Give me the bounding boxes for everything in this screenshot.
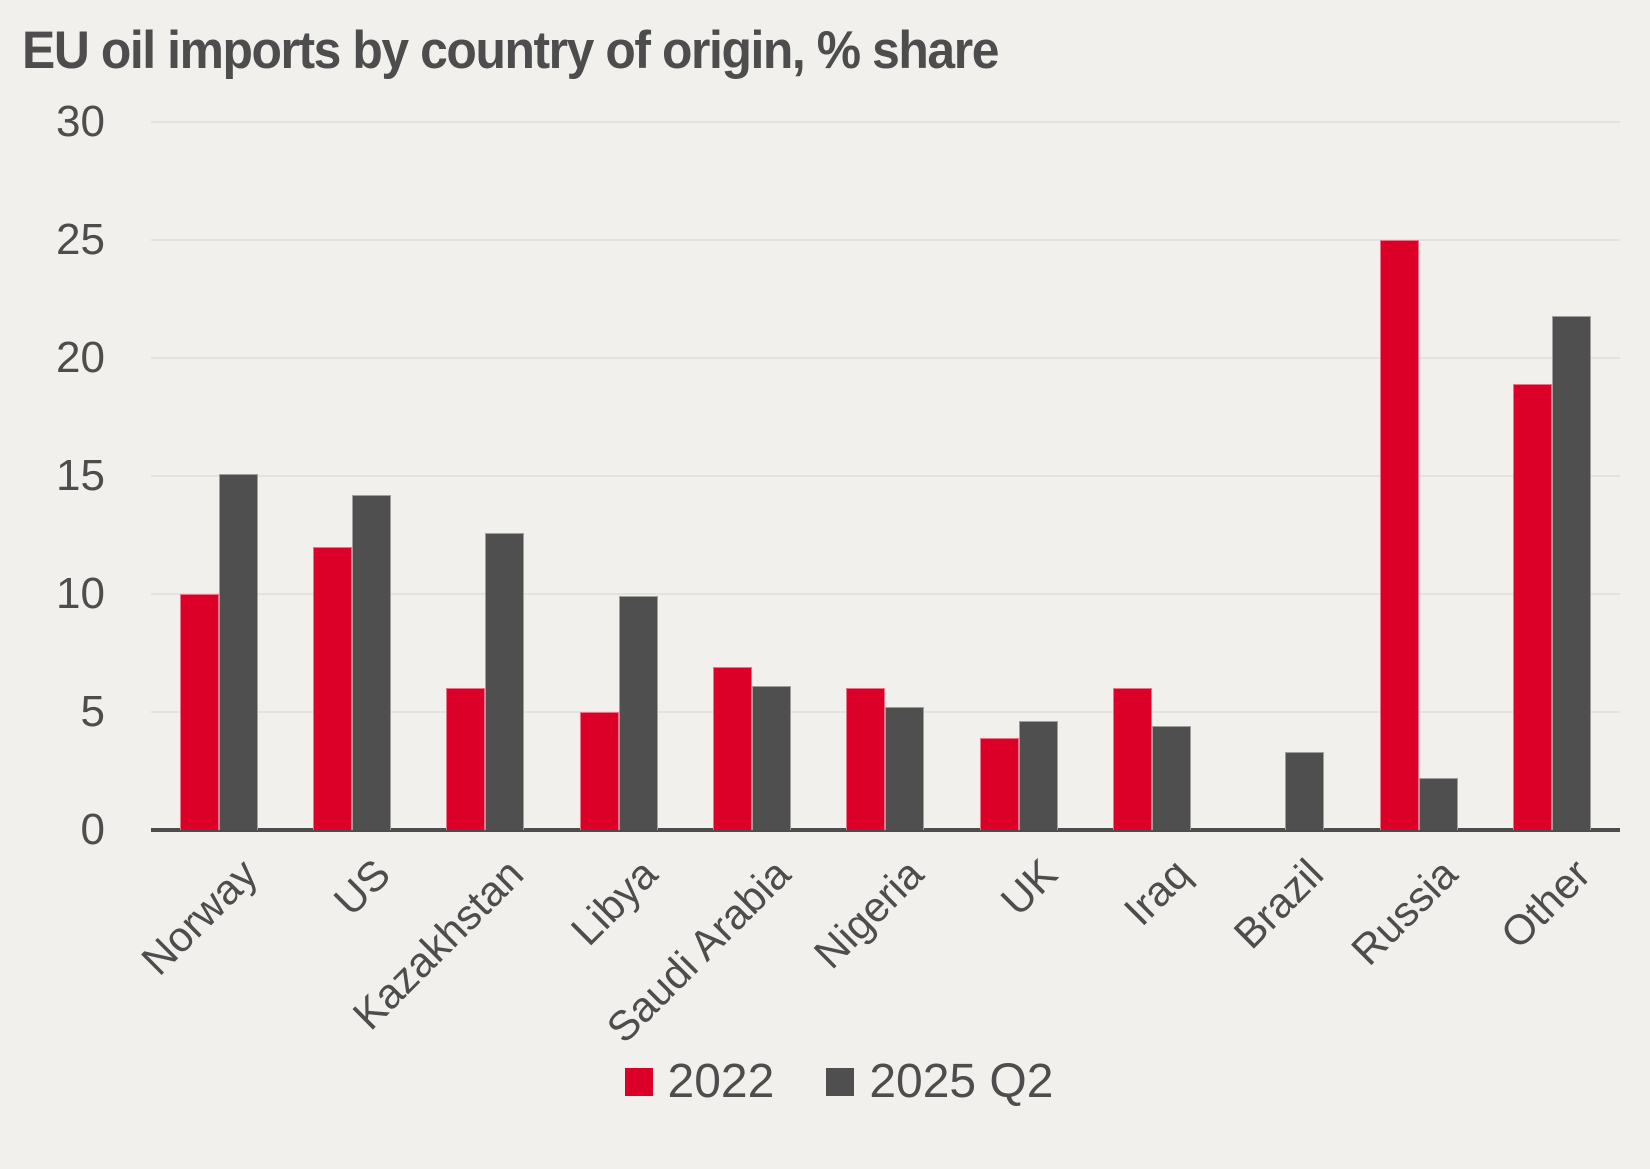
x-label-nigeria: Nigeria [805, 849, 933, 978]
bar-2022-other [1513, 383, 1552, 830]
bar-2022-norway [179, 594, 219, 830]
bar-2025-q2-norway [218, 473, 258, 830]
x-label-brazil: Brazil [1224, 849, 1333, 958]
gridline-10 [151, 593, 1620, 595]
y-tick-label-10: 10 [56, 569, 105, 618]
x-label-other: Other [1491, 849, 1600, 958]
x-axis-line [151, 828, 1620, 832]
x-label-us: US [324, 849, 399, 925]
x-label-libya: Libya [561, 849, 666, 955]
bar-2022-libya [579, 712, 619, 830]
bar-2025-q2-nigeria [885, 707, 925, 830]
legend-swatch-2025-q2 [826, 1068, 855, 1096]
legend-swatch-2022 [624, 1068, 653, 1096]
bar-2025-q2-iraq [1151, 726, 1191, 830]
legend: 2022 2025 Q2 [0, 1058, 1650, 1106]
gridline-30 [151, 121, 1620, 123]
y-tick-label-0: 0 [80, 805, 105, 854]
bar-2025-q2-other [1552, 315, 1591, 830]
y-tick-label-30: 30 [56, 97, 105, 146]
legend-item-2022: 2022 [624, 1055, 775, 1108]
bar-2025-q2-brazil [1285, 752, 1325, 830]
bar-2025-q2-us [351, 494, 391, 830]
y-tick-label-25: 25 [56, 215, 105, 264]
bar-2022-us [312, 546, 352, 830]
plot-area [151, 121, 1620, 832]
y-tick-label-5: 5 [80, 687, 105, 736]
bar-2022-kazakhstan [446, 688, 486, 830]
gridline-15 [151, 475, 1620, 477]
bar-2022-iraq [1112, 688, 1152, 830]
bar-2025-q2-saudi-arabia [751, 686, 791, 830]
bar-2025-q2-libya [618, 596, 658, 830]
y-tick-label-20: 20 [56, 333, 105, 382]
x-label-uk: UK [991, 849, 1066, 925]
bar-2025-q2-kazakhstan [485, 532, 525, 830]
gridline-20 [151, 357, 1620, 359]
bar-2022-russia [1379, 240, 1419, 830]
chart-title: EU oil imports by country of origin, % s… [22, 21, 999, 80]
bar-2022-nigeria [846, 688, 886, 830]
x-label-russia: Russia [1341, 849, 1466, 974]
y-tick-label-15: 15 [56, 451, 105, 500]
x-label-norway: Norway [131, 849, 266, 984]
bar-2022-uk [979, 737, 1019, 830]
gridline-25 [151, 239, 1620, 241]
bar-2025-q2-uk [1018, 721, 1058, 830]
bar-2022-saudi-arabia [712, 667, 752, 830]
x-label-iraq: Iraq [1114, 849, 1200, 935]
legend-item-2025-q2: 2025 Q2 [826, 1058, 1053, 1106]
legend-label-2025-q2: 2025 Q2 [869, 1055, 1054, 1108]
legend-label-2022: 2022 [667, 1055, 775, 1108]
bar-2025-q2-russia [1418, 778, 1458, 830]
